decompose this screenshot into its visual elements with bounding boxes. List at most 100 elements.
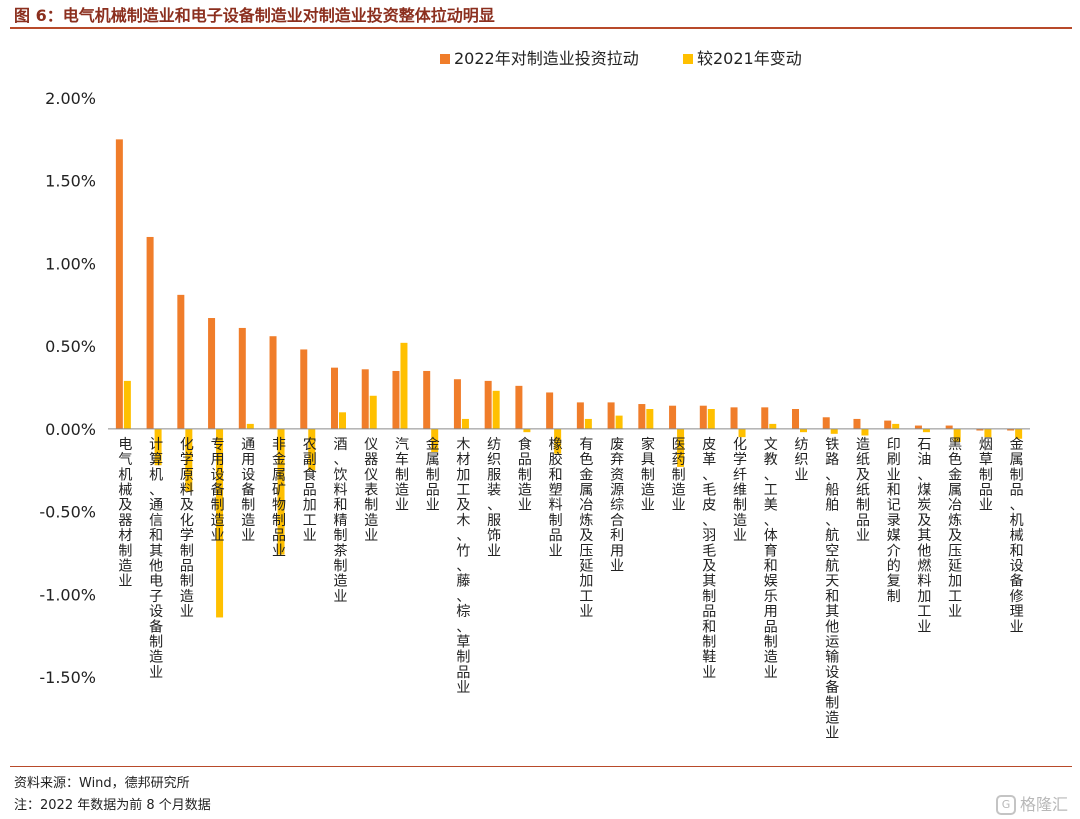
x-category-label: 计算机、通信和其他电子设备制造业 — [149, 437, 163, 681]
bar-change-vs-2021-1 — [154, 428, 162, 466]
bar-change-vs-2021-4 — [246, 423, 254, 429]
figure-title: 图 6：电气机械制造业和电子设备制造业对制造业投资整体拉动明显 — [14, 6, 495, 25]
legend-swatch-s2 — [683, 54, 693, 64]
bar-2022-pull-12 — [484, 380, 492, 429]
x-category-label: 金属制品、机械和设备修理业 — [1010, 437, 1024, 635]
x-category-label: 黑色金属冶炼及压延加工业 — [948, 437, 962, 620]
bar-2022-pull-4 — [238, 327, 246, 429]
x-category-label: 纺织服装、服饰业 — [487, 437, 501, 559]
x-category-label: 电气机械及器材制造业 — [118, 437, 132, 590]
bar-2022-pull-3 — [208, 318, 216, 429]
bars — [115, 139, 1023, 618]
bar-change-vs-2021-25 — [892, 423, 900, 429]
x-category-label: 农副食品加工业 — [303, 437, 317, 544]
bar-change-vs-2021-18 — [677, 428, 685, 467]
bar-change-vs-2021-20 — [738, 428, 746, 438]
y-tick-label: -1.50% — [39, 668, 96, 687]
legend-swatch-s1 — [440, 54, 450, 64]
y-tick-label: 0.50% — [45, 337, 96, 356]
bar-change-vs-2021-23 — [830, 428, 838, 434]
bar-2022-pull-29 — [1007, 428, 1015, 431]
x-category-label: 家具制造业 — [641, 436, 655, 514]
bar-2022-pull-26 — [914, 425, 922, 429]
bar-2022-pull-9 — [392, 370, 400, 429]
bar-2022-pull-18 — [669, 405, 677, 429]
x-category-label: 医药制造业 — [672, 437, 686, 514]
bar-2022-pull-27 — [945, 425, 953, 429]
x-category-label: 文教、工美、体育和娱乐用品制造业 — [764, 437, 778, 681]
bar-2022-pull-10 — [423, 370, 431, 429]
bar-change-vs-2021-6 — [308, 428, 316, 471]
bar-2022-pull-1 — [146, 236, 154, 429]
x-category-label: 橡胶和塑料制品业 — [549, 437, 563, 559]
x-category-label: 纺织业 — [795, 437, 809, 483]
y-tick-label: 1.50% — [45, 172, 96, 191]
x-category-label: 印刷业和记录媒介的复制 — [887, 437, 901, 605]
bar-change-vs-2021-9 — [400, 342, 408, 429]
x-category-label: 酒、饮料和精制茶制造业 — [334, 437, 348, 605]
bar-change-vs-2021-29 — [1015, 428, 1023, 439]
bar-change-vs-2021-5 — [277, 428, 285, 555]
legend-label-s2: 较2021年变动 — [697, 49, 802, 68]
bar-2022-pull-6 — [300, 349, 308, 429]
x-category-label: 铁路、船舶、航空航天和其他运输设备制造业 — [825, 437, 839, 742]
x-axis-labels: 电气机械及器材制造业 计算机、通信和其他电子设备制造业 化学原料及化学制品制造业 专用… — [118, 436, 1023, 742]
bar-2022-pull-28 — [976, 428, 984, 431]
y-axis: 2.00% 1.50% 1.00% 0.50% 0.00% -0.50% -1.00% -1.… — [39, 89, 96, 687]
bar-change-vs-2021-26 — [922, 428, 930, 433]
x-category-label: 废弃资源综合利用业 — [610, 437, 624, 575]
bottom-rule — [10, 766, 1072, 767]
x-category-label: 烟草制品业 — [979, 437, 993, 514]
watermark-logo-icon: G — [995, 795, 1016, 815]
x-category-label: 汽车制造业 — [395, 437, 409, 514]
bar-2022-pull-16 — [607, 402, 615, 429]
bar-change-vs-2021-27 — [953, 428, 961, 443]
x-category-label: 通用设备制造业 — [241, 437, 255, 544]
bar-2022-pull-5 — [269, 336, 277, 429]
bar-2022-pull-22 — [792, 409, 799, 429]
x-category-label: 非金属矿物制品业 — [272, 437, 286, 559]
bar-2022-pull-24 — [853, 418, 861, 429]
x-category-label: 化学纤维制造业 — [733, 437, 747, 544]
x-category-label: 仪器仪表制造业 — [364, 437, 378, 544]
bar-change-vs-2021-22 — [800, 428, 807, 433]
bar-change-vs-2021-21 — [769, 423, 777, 429]
y-tick-label: 2.00% — [45, 89, 96, 108]
watermark: G 格隆汇 — [995, 791, 1068, 815]
x-category-label: 金属制品业 — [426, 437, 440, 514]
bar-2022-pull-19 — [699, 405, 707, 429]
bar-change-vs-2021-12 — [492, 390, 500, 429]
bar-change-vs-2021-16 — [615, 415, 623, 429]
y-tick-label: -0.50% — [39, 503, 96, 522]
bar-2022-pull-2 — [177, 294, 185, 429]
y-tick-label: 0.00% — [45, 420, 96, 439]
chart-legend: 2022年对制造业投资拉动 较2021年变动 — [440, 49, 802, 68]
y-tick-label: -1.00% — [39, 585, 96, 604]
legend-label-s1: 2022年对制造业投资拉动 — [454, 49, 639, 68]
bar-change-vs-2021-10 — [431, 428, 439, 453]
bar-2022-pull-14 — [546, 392, 554, 429]
bar-2022-pull-17 — [638, 404, 646, 429]
watermark-text: 格隆汇 — [1019, 794, 1068, 814]
bar-2022-pull-8 — [361, 369, 369, 429]
source-note: 资料来源：Wind，德邦研究所 — [14, 776, 190, 791]
bar-change-vs-2021-13 — [523, 428, 531, 433]
x-category-label: 石油、煤炭及其他燃料加工业 — [917, 437, 931, 635]
x-category-label: 化学原料及化学制品制造业 — [180, 437, 194, 620]
x-category-label: 专用设备制造业 — [211, 437, 225, 544]
bar-change-vs-2021-19 — [707, 409, 715, 429]
bar-change-vs-2021-2 — [185, 428, 193, 492]
y-tick-label: 1.00% — [45, 254, 96, 273]
bar-change-vs-2021-14 — [554, 428, 562, 454]
bar-change-vs-2021-11 — [461, 418, 469, 429]
footnote: 注：2022 年数据为前 8 个月数据 — [14, 798, 211, 813]
bar-change-vs-2021-0 — [123, 380, 131, 429]
x-category-label: 有色金属冶炼及压延加工业 — [579, 437, 593, 620]
bar-change-vs-2021-24 — [861, 428, 869, 436]
bar-2022-pull-25 — [884, 420, 892, 429]
x-category-label: 皮革、毛皮、羽毛及其制品和制鞋业 — [702, 437, 716, 681]
bar-2022-pull-23 — [822, 417, 830, 429]
bar-2022-pull-0 — [115, 139, 123, 429]
bar-change-vs-2021-17 — [646, 409, 654, 429]
bar-2022-pull-7 — [331, 367, 338, 429]
